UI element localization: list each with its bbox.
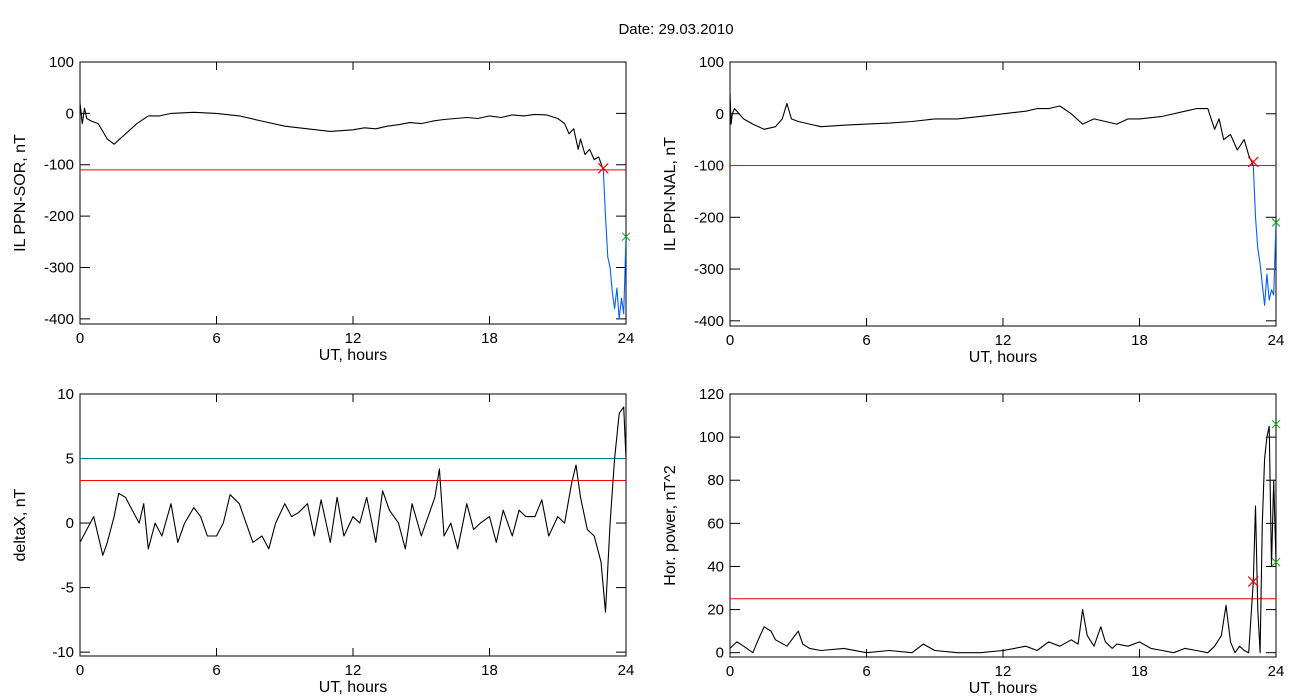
green-marker [1271, 218, 1281, 227]
y-tick-label: 10 [57, 386, 74, 403]
x-tick-label: 6 [212, 662, 220, 679]
x-axis-label: UT, hours [319, 347, 387, 364]
y-tick-label: 80 [707, 472, 724, 489]
plot-frame [79, 393, 627, 657]
green-marker [621, 232, 631, 242]
plot-area [80, 406, 626, 613]
y-tick-label: 0 [66, 105, 74, 122]
x-tick-label: 24 [618, 330, 635, 347]
y-tick-label: 5 [66, 451, 74, 468]
crossing-marker [597, 162, 609, 174]
x-tick-label: 6 [862, 332, 870, 349]
y-tick-label: 40 [707, 558, 724, 575]
y-tick-label: -200 [44, 208, 74, 225]
y-tick-label: -200 [694, 209, 724, 226]
y-tick-label: 120 [699, 386, 724, 403]
plot-area [730, 93, 1276, 306]
x-tick-label: 24 [618, 662, 635, 679]
x-tick-label: 12 [995, 663, 1012, 680]
series-line [730, 93, 1254, 166]
x-tick-label: 12 [345, 330, 362, 347]
y-tick-label: -300 [44, 259, 74, 276]
plot-area [730, 425, 1276, 654]
x-tick-label: 24 [1268, 332, 1285, 349]
x-tick-label: 18 [1131, 332, 1148, 349]
plot-frame [79, 61, 627, 325]
plot-area [80, 103, 626, 320]
x-axis-label: UT, hours [969, 680, 1037, 697]
y-tick-label: -400 [44, 311, 74, 328]
series-line [80, 406, 626, 613]
series-line [1252, 165, 1276, 306]
y-tick-label: -400 [694, 313, 724, 330]
green-marker [1271, 557, 1281, 567]
series-line [602, 169, 626, 320]
y-tick-label: 0 [66, 515, 74, 532]
x-tick-label: 0 [76, 662, 84, 679]
x-axis-label: UT, hours [969, 349, 1037, 366]
figure-title: Date: 29.03.2010 [618, 21, 733, 38]
x-tick-label: 0 [726, 332, 734, 349]
y-tick-label: -300 [694, 261, 724, 278]
x-tick-label: 6 [212, 330, 220, 347]
crossing-marker [1247, 576, 1259, 587]
y-tick-label: 100 [699, 429, 724, 446]
x-tick-label: 0 [726, 663, 734, 680]
y-tick-label: 100 [49, 54, 74, 71]
y-tick-label: 20 [707, 602, 724, 619]
y-tick-label: -10 [52, 644, 74, 661]
y-tick-label: 0 [716, 645, 724, 662]
series-line [80, 103, 604, 171]
x-axis-label: UT, hours [319, 679, 387, 696]
panel-3: 0 6 12 18 24 -10 -5 0 5 10 UT, hours deltaX, nT [12, 386, 634, 696]
x-tick-label: 18 [1131, 663, 1148, 680]
y-tick-label: -100 [694, 158, 724, 175]
panel-1: 0 6 12 18 24 -400 -300 -200 -100 0 100 UT, hours IL … [12, 54, 634, 364]
plot-frame [729, 61, 1277, 327]
crossing-marker [1247, 156, 1259, 168]
y-tick-label: 100 [699, 54, 724, 71]
green-marker [1271, 419, 1281, 429]
y-tick-label: -5 [61, 580, 74, 597]
series-line [730, 425, 1276, 654]
x-tick-label: 0 [76, 330, 84, 347]
x-tick-label: 12 [995, 332, 1012, 349]
panel-2: 0 6 12 18 24 -400 -300 -200 -100 0 100 UT, hours IL … [662, 54, 1284, 366]
y-tick-label: 0 [716, 106, 724, 123]
x-tick-label: 24 [1268, 663, 1285, 680]
y-axis-label: Hor. power, nT^2 [662, 465, 679, 586]
plot-frame [729, 393, 1277, 658]
y-axis-label: IL PPN-SOR, nT [12, 134, 29, 252]
panel-4: 0 6 12 18 24 0 20 40 60 80 100 120 UT, hours Hor. pow… [662, 386, 1284, 697]
y-axis-label: deltaX, nT [12, 488, 29, 561]
y-tick-label: -100 [44, 157, 74, 174]
x-tick-label: 6 [862, 663, 870, 680]
y-axis-label: IL PPN-NAL, nT [662, 137, 679, 251]
y-tick-label: 60 [707, 515, 724, 532]
x-tick-label: 12 [345, 662, 362, 679]
x-tick-label: 18 [481, 662, 498, 679]
x-tick-label: 18 [481, 330, 498, 347]
